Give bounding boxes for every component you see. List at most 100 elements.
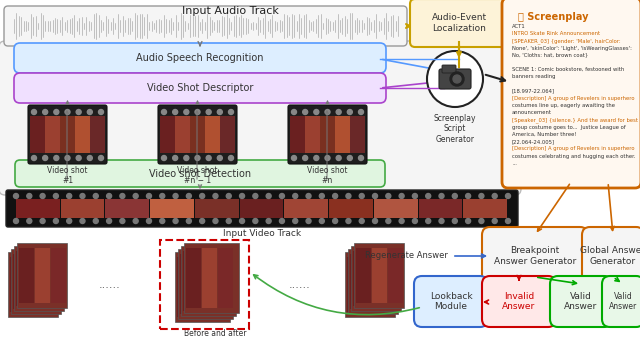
Bar xyxy=(463,199,507,218)
Circle shape xyxy=(184,110,189,115)
Bar xyxy=(178,249,233,319)
Circle shape xyxy=(213,218,218,223)
Circle shape xyxy=(292,193,298,198)
Circle shape xyxy=(186,193,191,198)
Circle shape xyxy=(161,110,166,115)
Circle shape xyxy=(160,193,164,198)
Circle shape xyxy=(303,110,308,115)
FancyBboxPatch shape xyxy=(288,105,367,164)
Bar xyxy=(45,116,60,153)
Circle shape xyxy=(372,218,378,223)
Text: Video shot Detection: Video shot Detection xyxy=(149,169,251,179)
Circle shape xyxy=(107,193,111,198)
Circle shape xyxy=(31,110,36,115)
Circle shape xyxy=(43,110,47,115)
Circle shape xyxy=(346,218,351,223)
Bar xyxy=(199,251,214,311)
Circle shape xyxy=(53,193,58,198)
Circle shape xyxy=(319,193,324,198)
Circle shape xyxy=(93,218,99,223)
Circle shape xyxy=(333,193,338,198)
Text: Invalid
Answer: Invalid Answer xyxy=(502,292,536,311)
Circle shape xyxy=(67,218,72,223)
Circle shape xyxy=(292,218,298,223)
Bar xyxy=(16,199,60,218)
Circle shape xyxy=(358,155,364,160)
Circle shape xyxy=(54,155,59,160)
Text: Valid
Answer: Valid Answer xyxy=(609,292,637,311)
Circle shape xyxy=(40,218,45,223)
Circle shape xyxy=(427,51,483,107)
Circle shape xyxy=(93,193,99,198)
Bar xyxy=(372,248,387,303)
Circle shape xyxy=(280,193,284,198)
Bar xyxy=(184,243,239,313)
Bar xyxy=(379,257,394,312)
Circle shape xyxy=(200,218,205,223)
Text: SCENE 1: Comic bookstore, festooned with: SCENE 1: Comic bookstore, festooned with xyxy=(512,67,624,72)
Text: Input Video Track: Input Video Track xyxy=(223,229,301,238)
Bar xyxy=(106,199,149,218)
Text: INTRO Skate Rink Announcement: INTRO Skate Rink Announcement xyxy=(512,31,600,36)
Circle shape xyxy=(399,218,404,223)
Circle shape xyxy=(452,193,458,198)
Circle shape xyxy=(53,218,58,223)
FancyBboxPatch shape xyxy=(0,41,521,195)
Circle shape xyxy=(479,193,484,198)
Text: announcement: announcement xyxy=(512,111,552,115)
Bar xyxy=(175,116,190,153)
Circle shape xyxy=(253,218,258,223)
Bar xyxy=(160,116,175,153)
Bar xyxy=(30,116,45,153)
Bar xyxy=(284,199,328,218)
Circle shape xyxy=(336,110,341,115)
Text: [Description] A group of Revelers in superhero: [Description] A group of Revelers in sup… xyxy=(512,146,634,151)
Circle shape xyxy=(325,110,330,115)
Circle shape xyxy=(80,193,85,198)
Bar xyxy=(239,199,284,218)
Bar xyxy=(26,257,41,312)
Text: Video Shot Descriptor: Video Shot Descriptor xyxy=(147,83,253,93)
Circle shape xyxy=(266,193,271,198)
Circle shape xyxy=(160,218,164,223)
Circle shape xyxy=(336,155,341,160)
Circle shape xyxy=(195,155,200,160)
FancyBboxPatch shape xyxy=(439,69,471,89)
Circle shape xyxy=(426,218,431,223)
Circle shape xyxy=(439,218,444,223)
FancyBboxPatch shape xyxy=(4,6,407,46)
Text: [Speaker_03] {silence.} And the award for best: [Speaker_03] {silence.} And the award fo… xyxy=(512,118,638,123)
Bar xyxy=(374,199,417,218)
Bar xyxy=(205,116,220,153)
Circle shape xyxy=(452,218,458,223)
Circle shape xyxy=(325,155,330,160)
Circle shape xyxy=(206,110,211,115)
FancyBboxPatch shape xyxy=(550,276,612,327)
Circle shape xyxy=(200,193,205,198)
Circle shape xyxy=(87,110,92,115)
Circle shape xyxy=(426,193,431,198)
Circle shape xyxy=(133,193,138,198)
Text: Breakpoint
Answer Generator: Breakpoint Answer Generator xyxy=(494,246,576,266)
Bar xyxy=(382,254,397,309)
Text: Screenplay
Script
Generator: Screenplay Script Generator xyxy=(434,114,476,144)
Circle shape xyxy=(218,155,222,160)
Text: Video shot
#1: Video shot #1 xyxy=(47,166,88,185)
Text: ...: ... xyxy=(512,161,517,166)
Circle shape xyxy=(359,218,364,223)
FancyBboxPatch shape xyxy=(602,276,640,327)
Circle shape xyxy=(13,218,19,223)
Circle shape xyxy=(206,155,211,160)
Circle shape xyxy=(80,218,85,223)
Bar xyxy=(348,249,398,314)
Text: costumes line up, eagerly awaiting the: costumes line up, eagerly awaiting the xyxy=(512,103,615,108)
Bar xyxy=(353,251,368,306)
Text: [SPEAKER_03] {gender: 'Male', hairColor:: [SPEAKER_03] {gender: 'Male', hairColor: xyxy=(512,38,621,44)
Circle shape xyxy=(173,218,178,223)
Circle shape xyxy=(450,72,464,86)
Text: Global Answer
Generator: Global Answer Generator xyxy=(580,246,640,266)
Circle shape xyxy=(173,155,178,160)
Text: 🎬 Screenplay: 🎬 Screenplay xyxy=(518,12,589,22)
Circle shape xyxy=(333,218,338,223)
Circle shape xyxy=(506,218,511,223)
